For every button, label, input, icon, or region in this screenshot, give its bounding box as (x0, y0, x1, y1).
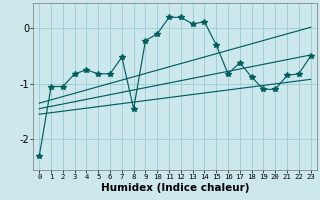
X-axis label: Humidex (Indice chaleur): Humidex (Indice chaleur) (101, 183, 249, 193)
